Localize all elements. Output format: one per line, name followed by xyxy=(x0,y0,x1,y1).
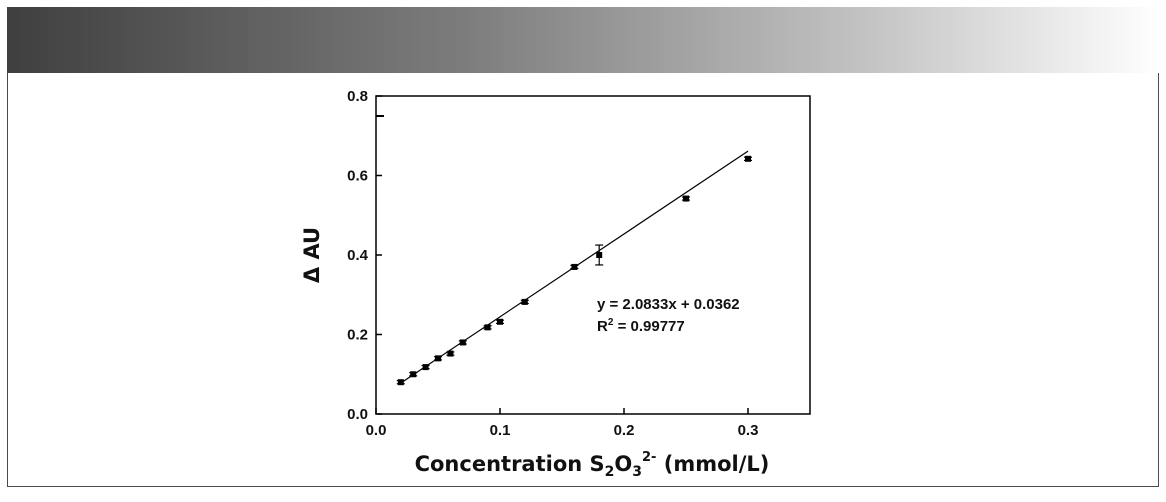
header-banner xyxy=(7,7,1159,73)
axis-ticks: 0.0 0.1 0.2 0.3 0.0 0.2 0.4 0.6 0.8 xyxy=(347,88,758,439)
data-point xyxy=(596,252,603,258)
figure-frame xyxy=(7,73,1159,487)
y-tick-label: 0.6 xyxy=(347,168,368,185)
data-point xyxy=(745,155,751,162)
x-tick-label: 0.2 xyxy=(614,422,635,439)
data-point xyxy=(422,364,429,371)
data-point xyxy=(447,350,454,357)
data-point-group xyxy=(744,155,752,162)
r-squared-superscript: 2 xyxy=(608,317,614,328)
data-point xyxy=(435,355,441,362)
x-title-tail: (mmol/L) xyxy=(656,452,769,476)
data-point xyxy=(571,263,578,270)
data-point-group xyxy=(421,364,430,371)
r-squared-prefix: R xyxy=(597,318,608,335)
x-title-sub1: 2 xyxy=(605,464,615,480)
x-tick-label: 0.3 xyxy=(738,422,759,439)
data-point-group xyxy=(446,350,455,357)
data-point-group xyxy=(483,324,492,331)
data-point-group xyxy=(409,371,418,378)
x-title-sub2: 3 xyxy=(632,464,642,480)
r-squared-value: = 0.99777 xyxy=(613,318,684,335)
x-title-main: Concentration S xyxy=(415,452,605,476)
data-point-group xyxy=(396,379,405,386)
data-point-group xyxy=(595,244,604,266)
data-point-group xyxy=(496,318,504,325)
data-point-group xyxy=(458,339,467,346)
data-point-group xyxy=(520,298,529,305)
fit-equation: y = 2.0833x + 0.0362 xyxy=(597,296,740,313)
r-squared-label: R2 = 0.99777 xyxy=(597,317,685,335)
data-point xyxy=(397,379,404,386)
data-point xyxy=(683,195,689,202)
y-tick-label: 0.4 xyxy=(347,247,369,264)
x-tick-label: 0.1 xyxy=(490,422,511,439)
x-title-sup: 2- xyxy=(642,450,656,465)
x-title-mid: O xyxy=(614,452,632,476)
data-point xyxy=(497,318,503,325)
data-point-group xyxy=(570,263,579,270)
data-point xyxy=(410,371,417,378)
y-tick-label: 0.2 xyxy=(347,327,368,344)
data-point xyxy=(521,298,528,305)
y-tick-label: 0.0 xyxy=(347,406,368,423)
x-tick-label: 0.0 xyxy=(366,422,387,439)
data-point xyxy=(459,339,466,346)
x-axis-title: Concentration S2O32- (mmol/L) xyxy=(415,450,770,480)
y-tick-label: 0.8 xyxy=(347,88,368,105)
data-point-group xyxy=(682,195,690,202)
y-axis-title: Δ AU xyxy=(300,227,324,283)
stray-tick-mark xyxy=(376,115,384,117)
data-points xyxy=(396,155,752,386)
data-point xyxy=(484,324,491,331)
data-point-group xyxy=(434,355,442,362)
